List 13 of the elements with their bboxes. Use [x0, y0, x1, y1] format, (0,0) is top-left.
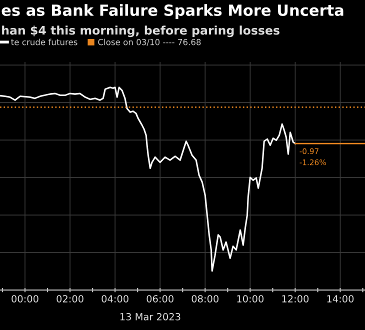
x-tick-label: 06:00: [146, 295, 174, 302]
x-tick-label: 08:00: [192, 295, 218, 302]
x-tick-label: 14:00: [327, 295, 354, 302]
chart-title: es as Bank Failure Sparks More Uncerta: [2, 4, 344, 19]
x-tick-label: 10:00: [237, 295, 264, 302]
chart-subtitle: han $4 this morning, before paring losses: [2, 26, 280, 38]
legend-label: te crude futures: [11, 38, 78, 46]
x-tick-label: 00:00: [12, 295, 38, 302]
legend-label: Close on 03/10 ---- 76.68: [98, 38, 201, 46]
x-tick-label: 12:00: [282, 295, 309, 302]
x-axis-title: 13 Mar 2023: [120, 313, 180, 320]
x-tick-label: 02:00: [56, 295, 84, 302]
x-tick-label: 04:00: [102, 295, 128, 302]
